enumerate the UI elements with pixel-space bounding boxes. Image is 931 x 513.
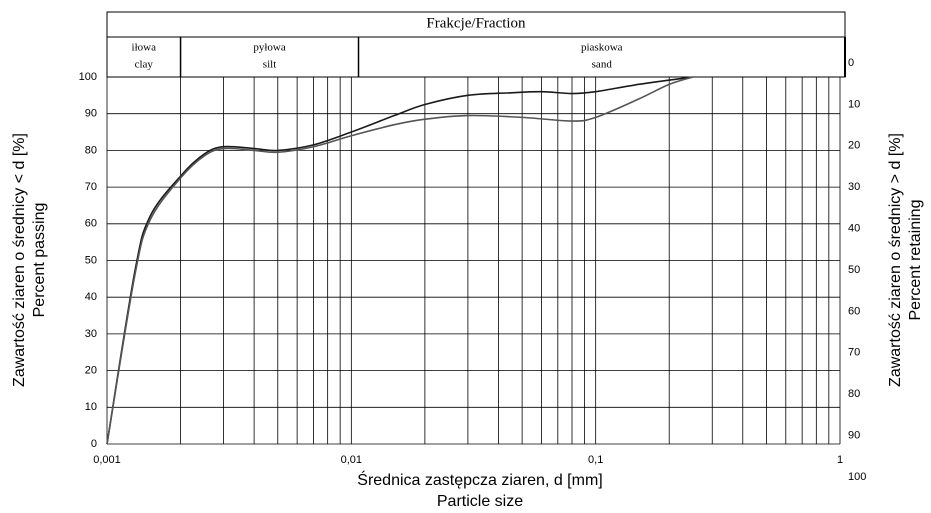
y2-tick-label: 80 bbox=[848, 388, 860, 400]
y2-tick-label: 60 bbox=[848, 305, 860, 317]
y-tick-label: 20 bbox=[85, 365, 97, 377]
y-tick-label: 80 bbox=[85, 144, 97, 156]
y2-axis-label: Percent retaining bbox=[907, 200, 924, 321]
y2-tick-label: 90 bbox=[848, 430, 860, 442]
y2-tick-label: 40 bbox=[848, 223, 860, 235]
x-tick-label: 0,01 bbox=[341, 454, 362, 466]
y2-tick-label: 70 bbox=[848, 347, 860, 359]
fraction-label: piaskowa bbox=[581, 42, 623, 54]
curve bbox=[106, 76, 694, 445]
y-axis-label: Percent passing bbox=[31, 203, 48, 318]
fraction-label: silt bbox=[263, 59, 276, 71]
x-axis-label: Particle size bbox=[437, 493, 523, 510]
y-axis-label: Zawartość ziaren o średnicy < d [%] bbox=[11, 133, 28, 387]
y-tick-label: 0 bbox=[91, 438, 97, 450]
y-tick-label: 60 bbox=[85, 218, 97, 230]
x-tick-label: 0,001 bbox=[93, 454, 121, 466]
x-tick-label: 0,1 bbox=[588, 454, 603, 466]
y2-tick-label: 100 bbox=[848, 471, 866, 483]
y-tick-label: 90 bbox=[85, 108, 97, 120]
fraction-label: pyłowa bbox=[253, 42, 286, 54]
header-title: Frakcje/Fraction bbox=[426, 15, 526, 31]
y-tick-label: 100 bbox=[79, 71, 97, 83]
y2-tick-label: 30 bbox=[848, 181, 860, 193]
y2-tick-label: 20 bbox=[848, 140, 860, 152]
x-tick-label: 1 bbox=[837, 454, 843, 466]
y2-tick-label: 50 bbox=[848, 264, 860, 276]
y2-tick-label: 10 bbox=[848, 98, 860, 110]
fraction-label: sand bbox=[592, 59, 613, 71]
y-tick-label: 50 bbox=[85, 254, 97, 266]
y-tick-label: 40 bbox=[85, 291, 97, 303]
y2-tick-label: 0 bbox=[848, 57, 854, 69]
y2-axis-label: Zawartość ziaren o średnicy > d [%] bbox=[887, 133, 904, 387]
curve bbox=[106, 76, 694, 445]
fraction-label: clay bbox=[135, 59, 154, 71]
fraction-label: iłowa bbox=[132, 42, 157, 54]
x-axis-label: Średnica zastępcza ziaren, d [mm] bbox=[357, 470, 602, 489]
y-tick-label: 10 bbox=[85, 401, 97, 413]
y-tick-label: 70 bbox=[85, 181, 97, 193]
y-tick-label: 30 bbox=[85, 328, 97, 340]
